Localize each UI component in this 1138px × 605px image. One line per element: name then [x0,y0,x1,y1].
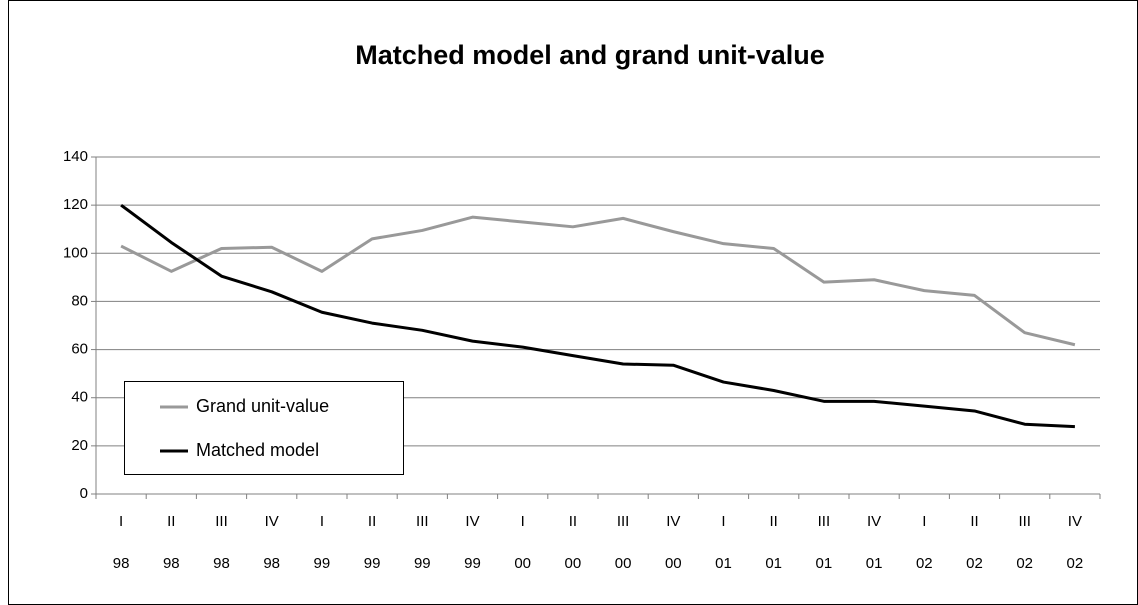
legend-label: Matched model [196,440,319,460]
x-tick-label: I [922,513,926,530]
x-tick-year: 99 [464,555,481,572]
x-tick-year: 00 [615,555,632,572]
x-tick-year: 99 [314,555,331,572]
y-tick-label: 60 [71,341,88,358]
line-series [120,203,1075,429]
x-tick-label: IV [1068,513,1082,530]
x-tick-label: III [416,513,429,530]
x-tick-year: 02 [1067,555,1084,572]
x-tick-year: 01 [715,555,732,572]
y-tick-label: 120 [63,196,88,213]
x-tick-label: I [721,513,725,530]
chart-title: Matched model and grand unit-value [355,40,825,70]
x-tick-year: 99 [364,555,381,572]
x-tick-label: III [617,513,630,530]
x-tick-label: III [215,513,228,530]
x-tick-year: 98 [263,555,280,572]
x-tick-year: 02 [966,555,983,572]
chart-frame [8,0,1138,605]
x-tick-label: I [521,513,525,530]
x-tick-label: II [167,513,175,530]
x-tick-year: 98 [113,555,130,572]
x-tick-year: 01 [866,555,883,572]
y-tick-label: 100 [63,244,88,261]
x-tick-year: 02 [916,555,933,572]
x-tick-label: IV [666,513,680,530]
legend-box [124,381,404,475]
y-tick-label: 40 [71,389,88,406]
x-tick-label: II [569,513,577,530]
x-tick-year: 00 [665,555,682,572]
x-tick-year: 00 [514,555,531,572]
x-tick-label: I [119,513,123,530]
y-tick-label: 0 [80,485,88,502]
y-tick-label: 80 [71,292,88,309]
x-tick-year: 00 [565,555,582,572]
x-tick-label: II [368,513,376,530]
x-tick-year: 01 [816,555,833,572]
x-tick-label: II [970,513,978,530]
x-tick-year: 99 [414,555,431,572]
x-tick-year: 02 [1016,555,1033,572]
line-series [120,215,1076,347]
y-tick-label: 20 [71,437,88,454]
x-tick-label: IV [265,513,279,530]
x-tick-label: III [818,513,831,530]
x-tick-year: 01 [765,555,782,572]
x-tick-year: 98 [163,555,180,572]
x-tick-label: IV [867,513,881,530]
x-tick-label: II [770,513,778,530]
x-tick-label: IV [465,513,479,530]
x-tick-year: 98 [213,555,230,572]
y-tick-label: 140 [63,148,88,165]
legend-label: Grand unit-value [196,396,329,416]
x-tick-label: III [1018,513,1031,530]
x-tick-label: I [320,513,324,530]
